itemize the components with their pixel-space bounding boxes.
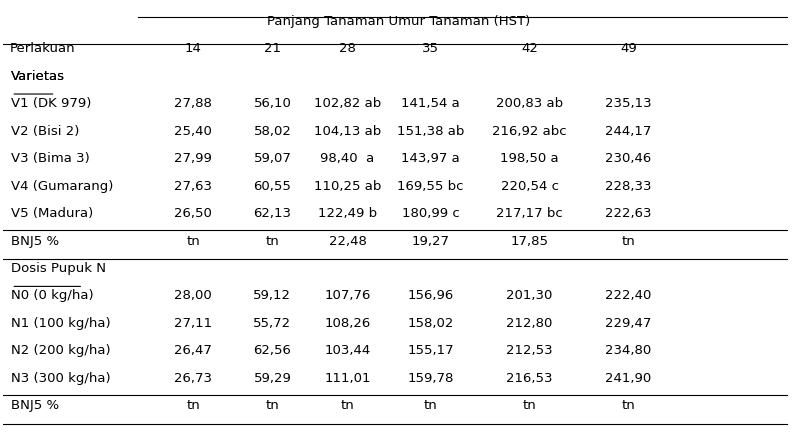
Text: N3 (300 kg/ha): N3 (300 kg/ha) [11, 372, 111, 385]
Text: 17,85: 17,85 [510, 235, 548, 248]
Text: 228,33: 228,33 [605, 180, 652, 193]
Text: V3 (Bima 3): V3 (Bima 3) [11, 152, 90, 165]
Text: 159,78: 159,78 [408, 372, 454, 385]
Text: 108,26: 108,26 [325, 317, 371, 330]
Text: 62,13: 62,13 [253, 207, 291, 220]
Text: 102,82 ab: 102,82 ab [314, 97, 381, 110]
Text: 217,17 bc: 217,17 bc [496, 207, 563, 220]
Text: 25,40: 25,40 [174, 124, 213, 138]
Text: Dosis Pupuk N: Dosis Pupuk N [11, 262, 107, 275]
Text: 212,80: 212,80 [506, 317, 552, 330]
Text: 107,76: 107,76 [324, 289, 371, 302]
Text: N2 (200 kg/ha): N2 (200 kg/ha) [11, 344, 111, 357]
Text: 234,80: 234,80 [605, 344, 652, 357]
Text: 103,44: 103,44 [325, 344, 371, 357]
Text: BNJ5 %: BNJ5 % [11, 400, 60, 413]
Text: 229,47: 229,47 [605, 317, 652, 330]
Text: 180,99 c: 180,99 c [402, 207, 459, 220]
Text: 59,29: 59,29 [253, 372, 291, 385]
Text: 59,12: 59,12 [253, 289, 291, 302]
Text: 216,53: 216,53 [506, 372, 552, 385]
Text: 27,99: 27,99 [174, 152, 213, 165]
Text: 110,25 ab: 110,25 ab [314, 180, 381, 193]
Text: 26,50: 26,50 [174, 207, 213, 220]
Text: 104,13 ab: 104,13 ab [314, 124, 381, 138]
Text: tn: tn [266, 400, 279, 413]
Text: 62,56: 62,56 [253, 344, 291, 357]
Text: tn: tn [423, 400, 438, 413]
Text: 49: 49 [620, 42, 637, 55]
Text: 244,17: 244,17 [605, 124, 652, 138]
Text: 220,54 c: 220,54 c [501, 180, 559, 193]
Text: 14: 14 [185, 42, 201, 55]
Text: tn: tn [186, 235, 200, 248]
Text: 55,72: 55,72 [253, 317, 291, 330]
Text: 200,83 ab: 200,83 ab [496, 97, 563, 110]
Text: tn: tn [523, 400, 537, 413]
Text: 151,38 ab: 151,38 ab [397, 124, 464, 138]
Text: N0 (0 kg/ha): N0 (0 kg/ha) [11, 289, 94, 302]
Text: Panjang Tanaman Umur Tanaman (HST): Panjang Tanaman Umur Tanaman (HST) [267, 15, 531, 28]
Text: 56,10: 56,10 [253, 97, 291, 110]
Text: V2 (Bisi 2): V2 (Bisi 2) [11, 124, 80, 138]
Text: N1 (100 kg/ha): N1 (100 kg/ha) [11, 317, 111, 330]
Text: 230,46: 230,46 [605, 152, 652, 165]
Text: tn: tn [622, 400, 635, 413]
Text: 35: 35 [422, 42, 439, 55]
Text: 241,90: 241,90 [605, 372, 652, 385]
Text: Varietas: Varietas [11, 70, 65, 83]
Text: 122,49 b: 122,49 b [318, 207, 377, 220]
Text: 141,54 a: 141,54 a [401, 97, 460, 110]
Text: tn: tn [622, 235, 635, 248]
Text: 111,01: 111,01 [324, 372, 371, 385]
Text: 222,63: 222,63 [605, 207, 652, 220]
Text: 235,13: 235,13 [605, 97, 652, 110]
Text: 42: 42 [521, 42, 538, 55]
Text: tn: tn [186, 400, 200, 413]
Text: 19,27: 19,27 [412, 235, 450, 248]
Text: 26,47: 26,47 [174, 344, 213, 357]
Text: 143,97 a: 143,97 a [401, 152, 460, 165]
Text: 21: 21 [264, 42, 281, 55]
Text: BNJ5 %: BNJ5 % [11, 235, 60, 248]
Text: 28: 28 [339, 42, 356, 55]
Text: 201,30: 201,30 [506, 289, 552, 302]
Text: 156,96: 156,96 [408, 289, 454, 302]
Text: 26,73: 26,73 [174, 372, 213, 385]
Text: V1 (DK 979): V1 (DK 979) [11, 97, 92, 110]
Text: 98,40  a: 98,40 a [321, 152, 375, 165]
Text: 198,50 a: 198,50 a [500, 152, 559, 165]
Text: V5 (Madura): V5 (Madura) [11, 207, 93, 220]
Text: 155,17: 155,17 [408, 344, 454, 357]
Text: 60,55: 60,55 [253, 180, 291, 193]
Text: tn: tn [341, 400, 354, 413]
Text: Perlakuan: Perlakuan [10, 42, 76, 55]
Text: tn: tn [266, 235, 279, 248]
Text: 212,53: 212,53 [506, 344, 553, 357]
Text: 158,02: 158,02 [408, 317, 454, 330]
Text: 27,88: 27,88 [174, 97, 213, 110]
Text: V4 (Gumarang): V4 (Gumarang) [11, 180, 114, 193]
Text: 169,55 bc: 169,55 bc [397, 180, 464, 193]
Text: 27,63: 27,63 [174, 180, 213, 193]
Text: Varietas: Varietas [11, 70, 65, 83]
Text: 222,40: 222,40 [605, 289, 652, 302]
Text: 28,00: 28,00 [174, 289, 212, 302]
Text: 22,48: 22,48 [329, 235, 366, 248]
Text: 216,92 abc: 216,92 abc [492, 124, 567, 138]
Text: 58,02: 58,02 [253, 124, 291, 138]
Text: 27,11: 27,11 [174, 317, 213, 330]
Text: 59,07: 59,07 [253, 152, 291, 165]
